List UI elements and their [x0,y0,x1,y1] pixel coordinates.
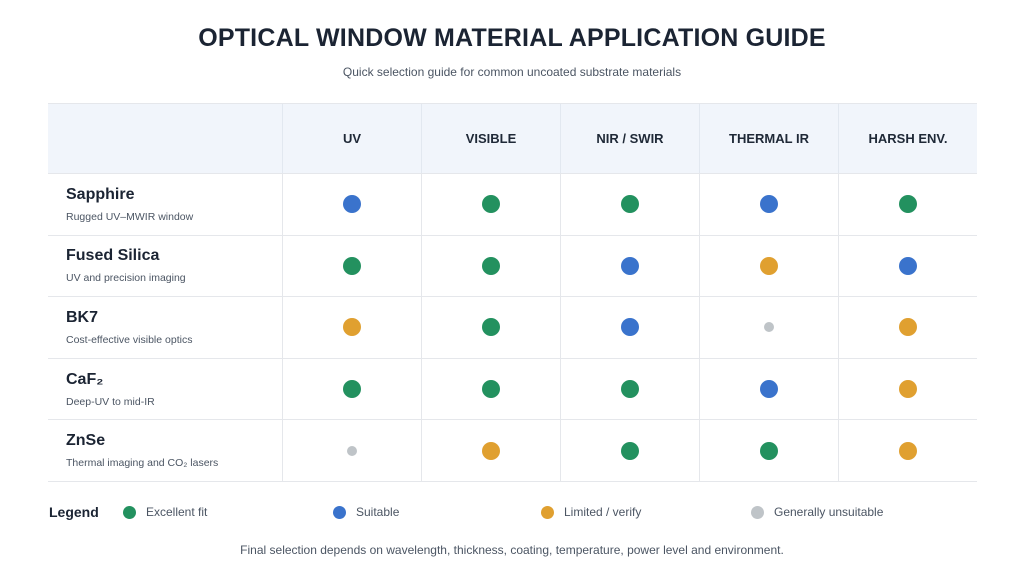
page-title: OPTICAL WINDOW MATERIAL APPLICATION GUID… [198,24,826,52]
header-corner [48,104,282,173]
column-header: VISIBLE [421,104,560,173]
legend: Legend Excellent fit Suitable Limited / ve… [49,503,989,523]
rating-dot-excellent [899,195,917,214]
rating-cell [838,419,977,481]
rating-dot-unsuitable [347,445,357,456]
footnote: Final selection depends on wavelength, t… [240,543,784,557]
rating-dot-excellent [343,256,361,275]
rating-cell [421,296,560,358]
rating-cell [560,173,699,235]
rating-dot-excellent [482,256,500,275]
legend-dot-suitable [333,505,346,519]
legend-label: Excellent fit [146,505,208,519]
column-header: NIR / SWIR [560,104,699,173]
rating-dot-suitable [621,318,639,337]
material-cell: Sapphire Rugged UV–MWIR window [48,173,282,235]
rating-cell [838,357,977,420]
column-header: HARSH ENV. [838,104,977,173]
rating-cell [282,173,421,235]
material-description: Cost-effective visible optics [66,333,193,346]
rating-cell [560,419,699,481]
material-name: Fused Silica [66,247,160,265]
legend-item-limited: Limited / verify [541,503,641,521]
column-header: UV [282,104,421,173]
legend-item-suitable: Suitable [333,503,399,521]
legend-label: Suitable [356,505,400,519]
material-cell: CaF₂ Deep-UV to mid-IR [48,357,282,420]
rating-cell [699,234,838,297]
material-description: Deep-UV to mid-IR [66,395,155,408]
rating-cell [699,296,838,358]
rating-dot-excellent [760,441,778,460]
rating-dot-limited [482,441,500,460]
material-name: ZnSe [66,432,106,450]
rating-dot-excellent [482,318,500,337]
rating-dot-limited [899,441,917,460]
rating-dot-excellent [621,380,639,399]
material-cell: Fused Silica UV and precision imaging [48,234,282,297]
rating-dot-limited [899,318,917,337]
rating-cell [838,234,977,297]
rating-dot-excellent [482,195,500,214]
rating-dot-suitable [760,380,778,399]
legend-dot-limited [541,505,554,519]
rating-cell [560,234,699,297]
rating-dot-unsuitable [764,322,774,333]
rating-dot-suitable [343,195,361,214]
rating-dot-suitable [899,256,917,275]
rating-dot-limited [343,318,361,337]
rating-dot-limited [760,256,778,275]
legend-item-unsuitable: Generally unsuitable [751,503,883,521]
rating-cell [421,357,560,420]
legend-label: Generally unsuitable [774,505,884,519]
column-header: THERMAL IR [699,104,838,173]
rating-cell [699,173,838,235]
rating-cell [560,296,699,358]
rating-dot-excellent [343,380,361,399]
rating-dot-limited [899,380,917,399]
rating-cell [421,419,560,481]
legend-dot-excellent [123,505,136,519]
material-cell: ZnSe Thermal imaging and CO₂ lasers [48,419,282,481]
rating-cell [282,357,421,420]
rating-dot-excellent [621,195,639,214]
rating-cell [282,234,421,297]
rating-cell [838,173,977,235]
material-cell: BK7 Cost-effective visible optics [48,296,282,358]
rating-dot-suitable [621,256,639,275]
rating-cell [282,419,421,481]
material-description: Rugged UV–MWIR window [66,210,194,223]
rating-cell [560,357,699,420]
legend-label: Limited / verify [564,505,642,519]
legend-title: Legend [49,504,99,520]
material-name: CaF₂ [66,370,104,388]
rating-dot-excellent [482,380,500,399]
rating-dot-excellent [621,441,639,460]
rating-cell [838,296,977,358]
rating-dot-suitable [760,195,778,214]
page-subtitle: Quick selection guide for common uncoate… [342,65,682,79]
suitability-matrix: UV VISIBLE NIR / SWIR THERMAL IR HARSH ENV. S… [48,103,977,482]
rating-cell [421,173,560,235]
material-description: Thermal imaging and CO₂ lasers [66,457,219,470]
rating-cell [699,357,838,420]
material-name: Sapphire [66,185,135,203]
rating-cell [282,296,421,358]
material-description: UV and precision imaging [66,272,186,285]
rating-cell [699,419,838,481]
rating-cell [421,234,560,297]
legend-dot-unsuitable [751,505,764,519]
material-name: BK7 [66,308,99,326]
legend-item-excellent: Excellent fit [123,503,207,521]
